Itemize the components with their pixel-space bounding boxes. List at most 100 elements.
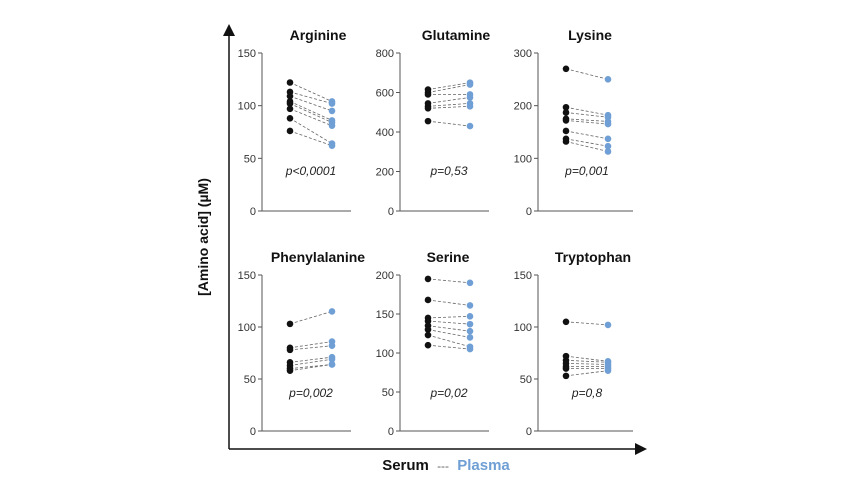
y-tick-label: 0 (526, 206, 532, 218)
y-tick-label: 100 (238, 101, 256, 113)
plasma-point (466, 122, 474, 130)
y-tick-label: 0 (388, 206, 394, 218)
serum-point (424, 331, 432, 339)
plasma-point (466, 302, 474, 309)
pair-connector (289, 108, 333, 127)
serum-point (424, 326, 432, 333)
pair-connector (565, 112, 609, 118)
plasma-point (466, 103, 474, 110)
p-value-label: p=0,8 (571, 386, 603, 400)
pair-connector (289, 311, 333, 325)
plasma-point (328, 308, 336, 315)
legend-serum: Serum (382, 457, 429, 474)
serum-point (562, 372, 570, 380)
y-tick-label: 200 (376, 167, 394, 179)
pair-connector (289, 364, 333, 372)
pair-connector (565, 118, 609, 122)
pair-connector (565, 321, 609, 326)
serum-point (424, 296, 432, 304)
panel-title: Serine (427, 249, 470, 265)
pair-connector (289, 95, 333, 112)
plasma-point (328, 355, 336, 363)
y-tick-label: 300 (514, 48, 532, 60)
pair-connector (427, 329, 471, 338)
plasma-point (328, 122, 336, 129)
serum-point (562, 127, 570, 135)
pair-connector (289, 103, 333, 123)
pair-connector (565, 68, 609, 80)
y-tick-label: 50 (244, 374, 256, 386)
serum-point (286, 79, 294, 86)
y-tick-label: 150 (238, 270, 256, 282)
pair-connector (289, 358, 333, 366)
plasma-point (328, 142, 336, 149)
serum-point (286, 100, 294, 107)
p-value-label: p=0,53 (429, 164, 467, 178)
serum-point (286, 127, 294, 135)
plasma-point (328, 107, 336, 115)
pair-connector (427, 334, 471, 348)
serum-point (286, 105, 294, 113)
pair-connector (427, 320, 471, 325)
serum-point (562, 138, 570, 145)
pair-connector (289, 91, 333, 104)
pair-connector (427, 84, 471, 93)
serum-point (562, 109, 570, 116)
y-tick-label: 400 (376, 127, 394, 139)
y-tick-label: 100 (514, 153, 532, 165)
plasma-point (466, 320, 474, 328)
y-tick-label: 100 (376, 348, 394, 360)
panel-title: Tryptophan (555, 249, 631, 265)
pair-connector (427, 82, 471, 90)
plasma-point (466, 345, 474, 353)
y-tick-label: 0 (250, 426, 256, 438)
panel-serine: Serine 0 50 100 150 200 p=0,02 (376, 249, 489, 438)
y-tick-label: 800 (376, 48, 394, 60)
serum-point (286, 320, 294, 328)
serum-point (424, 117, 432, 125)
plasma-point (604, 142, 612, 150)
pair-connector (427, 278, 471, 284)
plasma-point (604, 120, 612, 128)
pair-connector (289, 82, 333, 102)
pair-connector (427, 97, 471, 104)
serum-point (562, 117, 570, 124)
pair-connector (289, 341, 333, 349)
y-tick-label: 50 (520, 374, 532, 386)
plasma-point (328, 100, 336, 107)
plasma-point (466, 334, 474, 341)
plasma-point (466, 327, 474, 335)
pair-connector (565, 106, 609, 116)
plasma-point (604, 367, 612, 374)
y-tick-label: 0 (388, 426, 394, 438)
y-tick-label: 0 (250, 206, 256, 218)
y-tick-label: 100 (238, 322, 256, 334)
legend-plasma: Plasma (457, 457, 510, 474)
pair-connector (427, 120, 471, 127)
pair-connector (289, 101, 333, 121)
pair-connector (427, 315, 471, 319)
pair-connector (427, 102, 471, 107)
serum-point (562, 365, 570, 372)
pair-connector (565, 363, 609, 365)
legend-separator: --- (437, 459, 449, 473)
p-value-label: p=0,02 (429, 386, 467, 400)
plasma-point (466, 279, 474, 287)
pair-connector (565, 138, 609, 147)
serum-point (562, 65, 570, 73)
y-tick-label: 100 (514, 322, 532, 334)
panel-title: Arginine (290, 27, 347, 43)
panels: Arginine 0 50 100 150 p<0,0001 Glutamine 0 200 40… (238, 27, 633, 438)
y-tick-label: 150 (514, 270, 532, 282)
plasma-point (328, 342, 336, 350)
plasma-point (328, 361, 336, 368)
serum-point (286, 346, 294, 354)
legend: Serum --- Plasma (382, 457, 510, 474)
serum-point (424, 105, 432, 112)
y-tick-label: 0 (526, 426, 532, 438)
y-tick-label: 50 (244, 153, 256, 165)
plasma-point (466, 313, 474, 320)
panel-glutamine: Glutamine 0 200 400 600 800 p=0,53 (376, 27, 491, 218)
plasma-point (466, 94, 474, 101)
